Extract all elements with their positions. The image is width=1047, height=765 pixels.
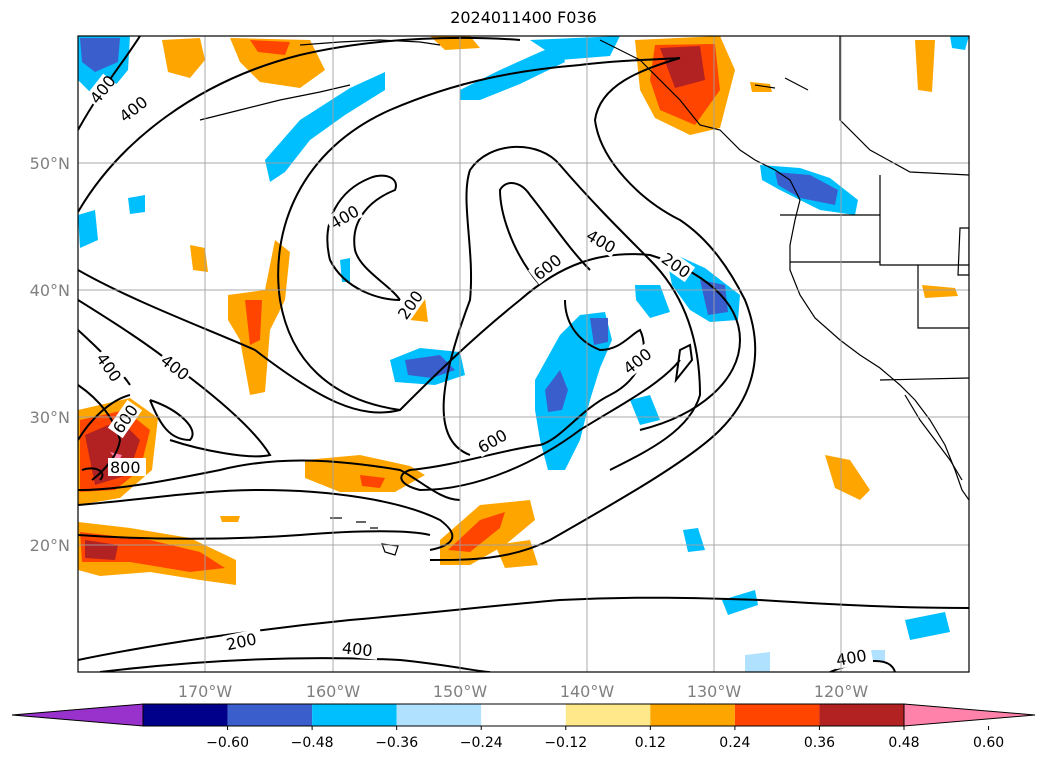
latitude-labels: 50°N 40°N 30°N 20°N bbox=[30, 154, 70, 555]
colorbar-segment bbox=[227, 704, 313, 726]
colorbar-tick-label: 0.36 bbox=[804, 735, 835, 751]
colorbar-tick-label: −0.48 bbox=[291, 735, 334, 751]
lon-label: 160°W bbox=[306, 682, 361, 701]
colorbar-tick-label: −0.12 bbox=[544, 735, 587, 751]
colorbar-tick-label: 0.24 bbox=[719, 735, 750, 751]
colorbar-segment bbox=[565, 704, 651, 726]
colorbar-segment bbox=[819, 704, 904, 726]
map-title: 2024011400 F036 bbox=[450, 8, 597, 27]
contour-label-group: 400 400 400 200 600 400 200 400 600 400 … bbox=[84, 72, 874, 670]
lat-label: 50°N bbox=[30, 154, 70, 173]
longitude-labels: 170°W 160°W 150°W 140°W 130°W 120°W bbox=[178, 682, 869, 701]
lon-label: 170°W bbox=[178, 682, 233, 701]
contour-label: 800 bbox=[110, 458, 141, 477]
colorbar-segment bbox=[143, 704, 228, 726]
lat-label: 40°N bbox=[30, 281, 70, 300]
colorbar-extension-high bbox=[903, 703, 1036, 727]
colorbar-segment bbox=[650, 704, 735, 726]
colorbar-tick-label: 0.12 bbox=[635, 735, 666, 751]
colorbar-segment bbox=[312, 704, 397, 726]
lat-label: 30°N bbox=[30, 408, 70, 427]
colorbar-segment bbox=[734, 704, 820, 726]
colorbar-segment bbox=[481, 704, 566, 726]
positive-anomaly-shading bbox=[78, 36, 958, 585]
colorbar-segment bbox=[396, 704, 482, 726]
lon-label: 150°W bbox=[433, 682, 488, 701]
colorbar-extension-low bbox=[11, 703, 144, 727]
map-frame bbox=[77, 35, 970, 673]
colorbar-tick-label: −0.60 bbox=[206, 735, 249, 751]
colorbar: −0.60 −0.48 −0.36 −0.24 −0.12 0.12 0.24 0.36 0.4… bbox=[11, 703, 1036, 751]
contour-label: 400 bbox=[341, 638, 373, 660]
lon-label: 120°W bbox=[814, 682, 869, 701]
gridlines bbox=[78, 36, 969, 672]
lat-label: 20°N bbox=[30, 536, 70, 555]
lon-label: 130°W bbox=[687, 682, 742, 701]
lon-label: 140°W bbox=[560, 682, 615, 701]
colorbar-tick-label: 0.60 bbox=[973, 735, 1004, 751]
colorbar-outline bbox=[142, 703, 905, 727]
contour-lines bbox=[78, 36, 969, 672]
coastlines bbox=[199, 36, 969, 501]
colorbar-tick-label: 0.48 bbox=[888, 735, 919, 751]
colorbar-tick-label: −0.36 bbox=[375, 735, 418, 751]
colorbar-tick-label: −0.24 bbox=[460, 735, 503, 751]
